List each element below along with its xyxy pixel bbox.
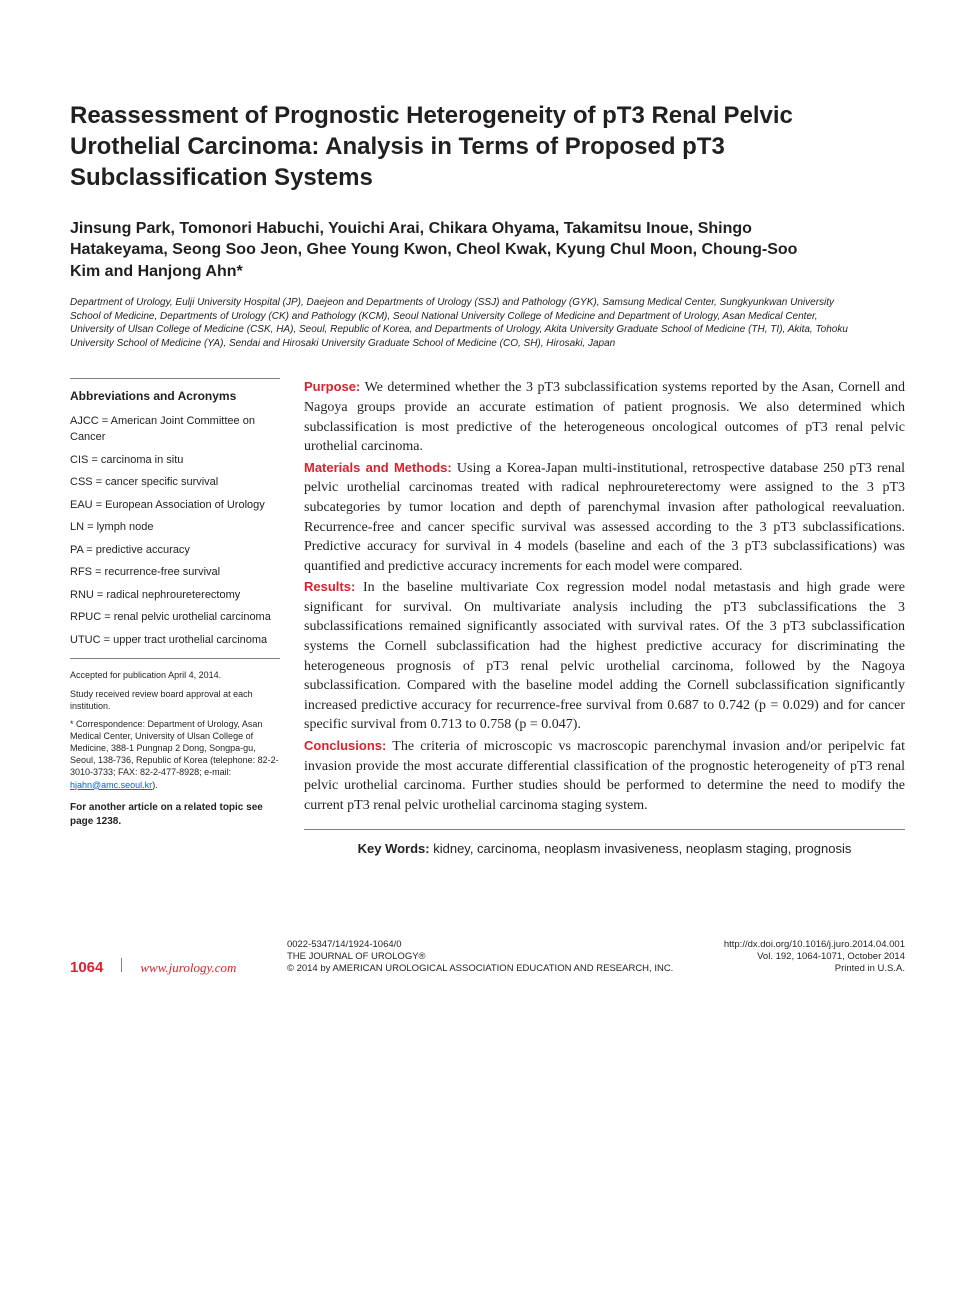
abbrev-item: RNU = radical nephroureterectomy [70, 587, 280, 604]
correspondence-end: ). [152, 780, 158, 790]
conclusions-label: Conclusions: [304, 738, 386, 753]
page-number: 1064 [70, 959, 103, 976]
abbrev-item: UTUC = upper tract urothelial carcinoma [70, 632, 280, 649]
results-text: In the baseline multivariate Cox regress… [304, 580, 905, 732]
abstract-results: Results: In the baseline multivariate Co… [304, 578, 905, 735]
abbrev-item: LN = lymph node [70, 519, 280, 536]
purpose-text: We determined whether the 3 pT3 subclass… [304, 380, 905, 454]
journal-site-link[interactable]: www.jurology.com [140, 960, 236, 976]
copyright: © 2014 by AMERICAN UROLOGICAL ASSOCIATIO… [287, 963, 673, 975]
correspondence-email-link[interactable]: hjahn@amc.seoul.kr [70, 780, 152, 790]
abstract-conclusions: Conclusions: The criteria of microscopic… [304, 737, 905, 815]
sidebar: Abbreviations and Acronyms AJCC = Americ… [70, 378, 280, 828]
accepted-note: Accepted for publication April 4, 2014. [70, 669, 280, 681]
methods-label: Materials and Methods: [304, 460, 452, 475]
printed-in: Printed in U.S.A. [724, 963, 905, 975]
affiliations: Department of Urology, Eulji University … [70, 296, 850, 350]
author-list: Jinsung Park, Tomonori Habuchi, Youichi … [70, 218, 830, 283]
abbrev-item: CIS = carcinoma in situ [70, 452, 280, 469]
abbreviations-box: Abbreviations and Acronyms AJCC = Americ… [70, 379, 280, 648]
keywords-section: Key Words: kidney, carcinoma, neoplasm i… [304, 829, 905, 858]
keywords: Key Words: kidney, carcinoma, neoplasm i… [304, 840, 905, 858]
footer-right: http://dx.doi.org/10.1016/j.juro.2014.04… [724, 939, 905, 976]
main-content-row: Abbreviations and Acronyms AJCC = Americ… [70, 378, 905, 858]
footer-left: 1064 www.jurology.com [70, 958, 236, 976]
volume-info: Vol. 192, 1064-1071, October 2014 [724, 951, 905, 963]
divider [70, 658, 280, 659]
issn: 0022-5347/14/1924-1064/0 [287, 939, 673, 951]
conclusions-text: The criteria of microscopic vs macroscop… [304, 739, 905, 813]
correspondence-text: * Correspondence: Department of Urology,… [70, 719, 279, 778]
related-article-note: For another article on a related topic s… [70, 801, 280, 829]
abstract: Purpose: We determined whether the 3 pT3… [304, 378, 905, 858]
keywords-label: Key Words: [358, 841, 430, 856]
abstract-methods: Materials and Methods: Using a Korea-Jap… [304, 459, 905, 577]
article-title: Reassessment of Prognostic Heterogeneity… [70, 100, 810, 194]
approval-note: Study received review board approval at … [70, 688, 280, 712]
abbrev-item: RPUC = renal pelvic urothelial carcinoma [70, 609, 280, 626]
divider-icon [121, 958, 122, 972]
journal-name: THE JOURNAL OF UROLOGY® [287, 951, 673, 963]
page-footer: 1064 www.jurology.com 0022-5347/14/1924-… [70, 939, 905, 976]
results-label: Results: [304, 579, 355, 594]
abbrev-item: EAU = European Association of Urology [70, 497, 280, 514]
abbreviations-heading: Abbreviations and Acronyms [70, 389, 280, 405]
abbrev-item: AJCC = American Joint Committee on Cance… [70, 413, 280, 446]
abbrev-item: RFS = recurrence-free survival [70, 564, 280, 581]
abbrev-item: CSS = cancer specific survival [70, 474, 280, 491]
doi-link[interactable]: http://dx.doi.org/10.1016/j.juro.2014.04… [724, 939, 905, 951]
abstract-purpose: Purpose: We determined whether the 3 pT3… [304, 378, 905, 456]
purpose-label: Purpose: [304, 379, 360, 394]
footer-center: 0022-5347/14/1924-1064/0 THE JOURNAL OF … [287, 939, 673, 976]
correspondence-note: * Correspondence: Department of Urology,… [70, 718, 280, 791]
keywords-text: kidney, carcinoma, neoplasm invasiveness… [430, 841, 852, 856]
abbrev-item: PA = predictive accuracy [70, 542, 280, 559]
methods-text: Using a Korea-Japan multi-institutional,… [304, 461, 905, 574]
